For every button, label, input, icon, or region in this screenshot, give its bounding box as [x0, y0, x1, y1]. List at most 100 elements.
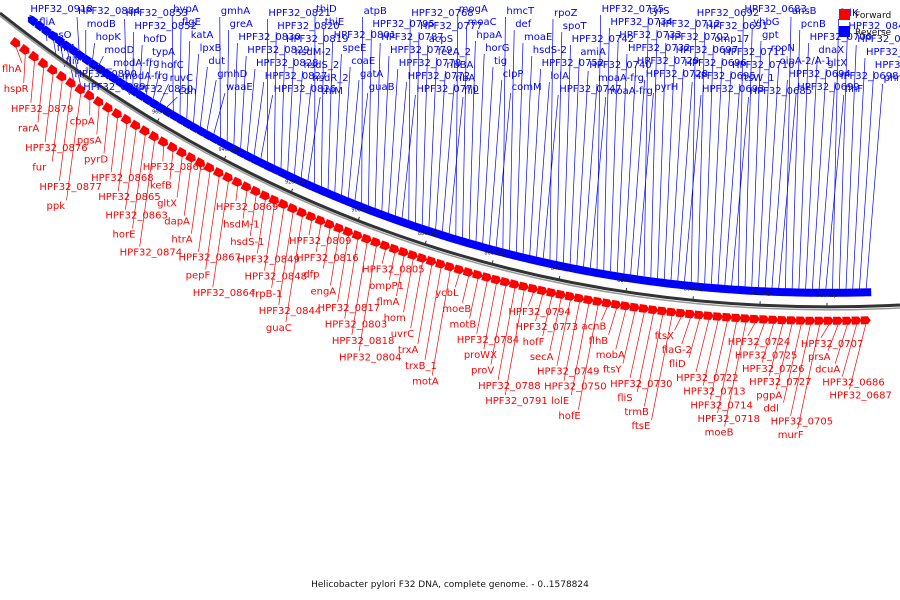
reverse-gene-label: speE [342, 43, 366, 54]
reverse-gene-label: yhbG [753, 17, 779, 28]
reverse-gene-label: flhF [845, 84, 864, 95]
reverse-gene-connector [630, 79, 645, 275]
reverse-gene-label: hsdM-2 [295, 47, 332, 58]
reverse-gene-feature [780, 288, 791, 297]
gene-labels: HPF32_0918 fliA rpsO fliM fliY HPF32_0890 HPF3… [2, 4, 900, 441]
scale-tick [290, 188, 294, 193]
forward-gene-label: hofF [523, 337, 545, 348]
reverse-gene-label: fliM [57, 43, 75, 54]
reverse-gene-label: HPF32_0740 [589, 60, 651, 71]
reverse-gene-label: HPF32_0884 [78, 6, 140, 17]
forward-gene-feature [259, 190, 270, 201]
forward-gene-label: ppk [47, 201, 66, 212]
reverse-gene-label: atpB [364, 6, 387, 17]
forward-gene-feature [481, 272, 492, 282]
forward-gene-label: kefB [150, 180, 172, 191]
reverse-gene-connector [253, 81, 265, 156]
forward-gene-label: HPF32_0809 [289, 236, 351, 247]
forward-gene-label: HPF32_0713 [683, 387, 745, 398]
reverse-gene-connector [509, 29, 515, 251]
reverse-gene-connector [758, 53, 771, 288]
forward-gene-label: flmA [376, 297, 399, 308]
forward-gene-label: HPF32_0707 [801, 339, 863, 350]
reverse-gene-label: HPF32_0699 [797, 82, 859, 93]
forward-gene-connector [337, 235, 349, 302]
forward-gene-label: HPF32_0705 [771, 417, 833, 428]
forward-gene-label: engA [310, 286, 336, 297]
forward-gene-label: HPF32_0869 [216, 202, 278, 213]
scale-tick-label: 800 kbp [684, 286, 704, 292]
reverse-gene-label: hsdS-2 [533, 45, 567, 56]
forward-gene-label: hofE [558, 411, 580, 422]
reverse-gene-label: hypA [173, 4, 199, 15]
forward-gene-label: fliS [617, 393, 632, 404]
reverse-gene-connector [166, 96, 178, 108]
reverse-gene-label: def [515, 19, 532, 30]
reverse-gene-feature [632, 275, 643, 285]
forward-gene-connector [797, 324, 820, 429]
forward-gene-connector [403, 259, 414, 313]
forward-gene-label: HPF32_0730 [610, 379, 672, 390]
scale-tick-label: 880 kbp [418, 231, 438, 237]
forward-gene-feature [203, 162, 215, 173]
reverse-gene-connector [495, 92, 511, 247]
forward-gene-connector [549, 298, 562, 351]
forward-gene-connector [578, 305, 599, 410]
forward-gene-label: hom [384, 313, 406, 324]
forward-gene-connector [483, 283, 497, 350]
gene-features [9, 15, 872, 325]
scale-tick [558, 275, 561, 281]
reverse-gene-connector [428, 57, 437, 228]
forward-gene-feature [675, 308, 687, 318]
forward-gene-feature [518, 281, 529, 291]
reverse-gene-label: HPF32_0742 [572, 34, 634, 45]
forward-gene-feature [157, 136, 169, 147]
forward-gene-connector [103, 112, 109, 154]
forward-gene-connector [841, 324, 857, 377]
reverse-gene-feature [699, 283, 710, 292]
legend: Forward Reverse [839, 9, 892, 38]
forward-gene-feature [759, 315, 770, 324]
legend-reverse-swatch [839, 26, 850, 37]
reverse-gene-connector [246, 68, 256, 152]
reverse-gene-feature [746, 286, 757, 295]
forward-gene-feature [166, 141, 178, 152]
reverse-gene-feature [787, 288, 798, 297]
reverse-gene-feature [760, 287, 771, 296]
forward-gene-feature [351, 230, 363, 240]
reverse-gene-label: HPF32_0779 [390, 45, 452, 56]
scale-tick-label: 920 kbp [285, 179, 305, 185]
label-connector-lines [15, 14, 883, 429]
reverse-gene-connector [233, 42, 238, 146]
forward-gene-feature [9, 37, 21, 48]
reverse-gene-feature [666, 279, 677, 289]
reverse-gene-connector [489, 79, 503, 246]
forward-gene-connector [256, 199, 266, 254]
forward-gene-label: uvrC [391, 329, 414, 340]
reverse-gene-label: gltX [827, 58, 847, 69]
reverse-gene-connector [374, 42, 381, 209]
forward-gene-label: murF [778, 430, 804, 441]
forward-gene-feature [509, 279, 520, 289]
forward-gene-label: flhA [2, 64, 22, 75]
reverse-gene-connector [475, 53, 485, 242]
reverse-gene-label: modB [87, 19, 116, 30]
scale-tick-label: 960 kbp [152, 109, 172, 115]
reverse-gene-label: gmhA [221, 6, 250, 17]
reverse-gene-label: HPF32_0820 [277, 21, 339, 32]
forward-gene-feature [194, 157, 206, 168]
reverse-gene-label: HPF32_0777 [420, 21, 482, 32]
forward-gene-connector [308, 220, 312, 235]
reverse-gene-label: tig [494, 56, 507, 67]
forward-gene-connector [431, 270, 451, 376]
reverse-gene-label: HPF32_0697 [676, 45, 738, 56]
forward-gene-label: cbpA [70, 116, 95, 127]
reverse-gene-connector [159, 83, 169, 104]
forward-gene-feature [425, 256, 437, 266]
forward-gene-label: HPF32_0788 [478, 381, 540, 392]
forward-gene-connector [702, 320, 719, 386]
reverse-gene-label: dnaX [818, 45, 844, 56]
reverse-gene-connector [657, 42, 667, 279]
forward-gene-connector [476, 281, 488, 334]
reverse-gene-feature [61, 40, 72, 52]
